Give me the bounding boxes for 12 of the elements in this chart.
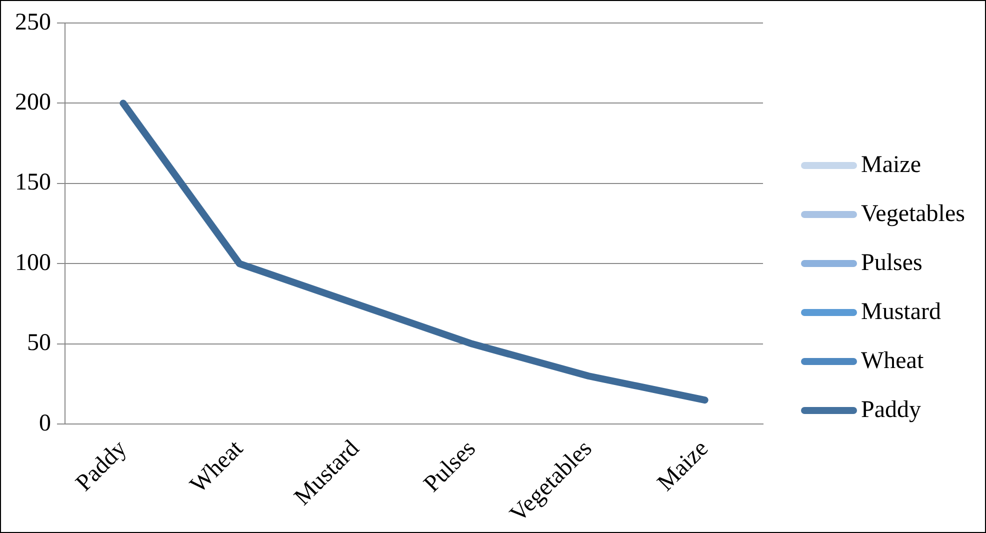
y-tick-label: 0	[39, 410, 51, 436]
y-tick-label: 250	[15, 9, 51, 36]
category-label: Paddy	[861, 397, 921, 423]
category-label: Wheat	[861, 348, 924, 374]
category-label: Pulses	[861, 250, 922, 276]
y-tick-label: 150	[15, 170, 51, 196]
y-tick-label: 100	[15, 250, 51, 276]
category-label: Maize	[861, 152, 921, 178]
category-label: Mustard	[861, 299, 941, 325]
y-tick-label: 50	[27, 330, 51, 356]
category-label: Vegetables	[861, 201, 965, 227]
y-tick-label: 200	[15, 90, 51, 116]
